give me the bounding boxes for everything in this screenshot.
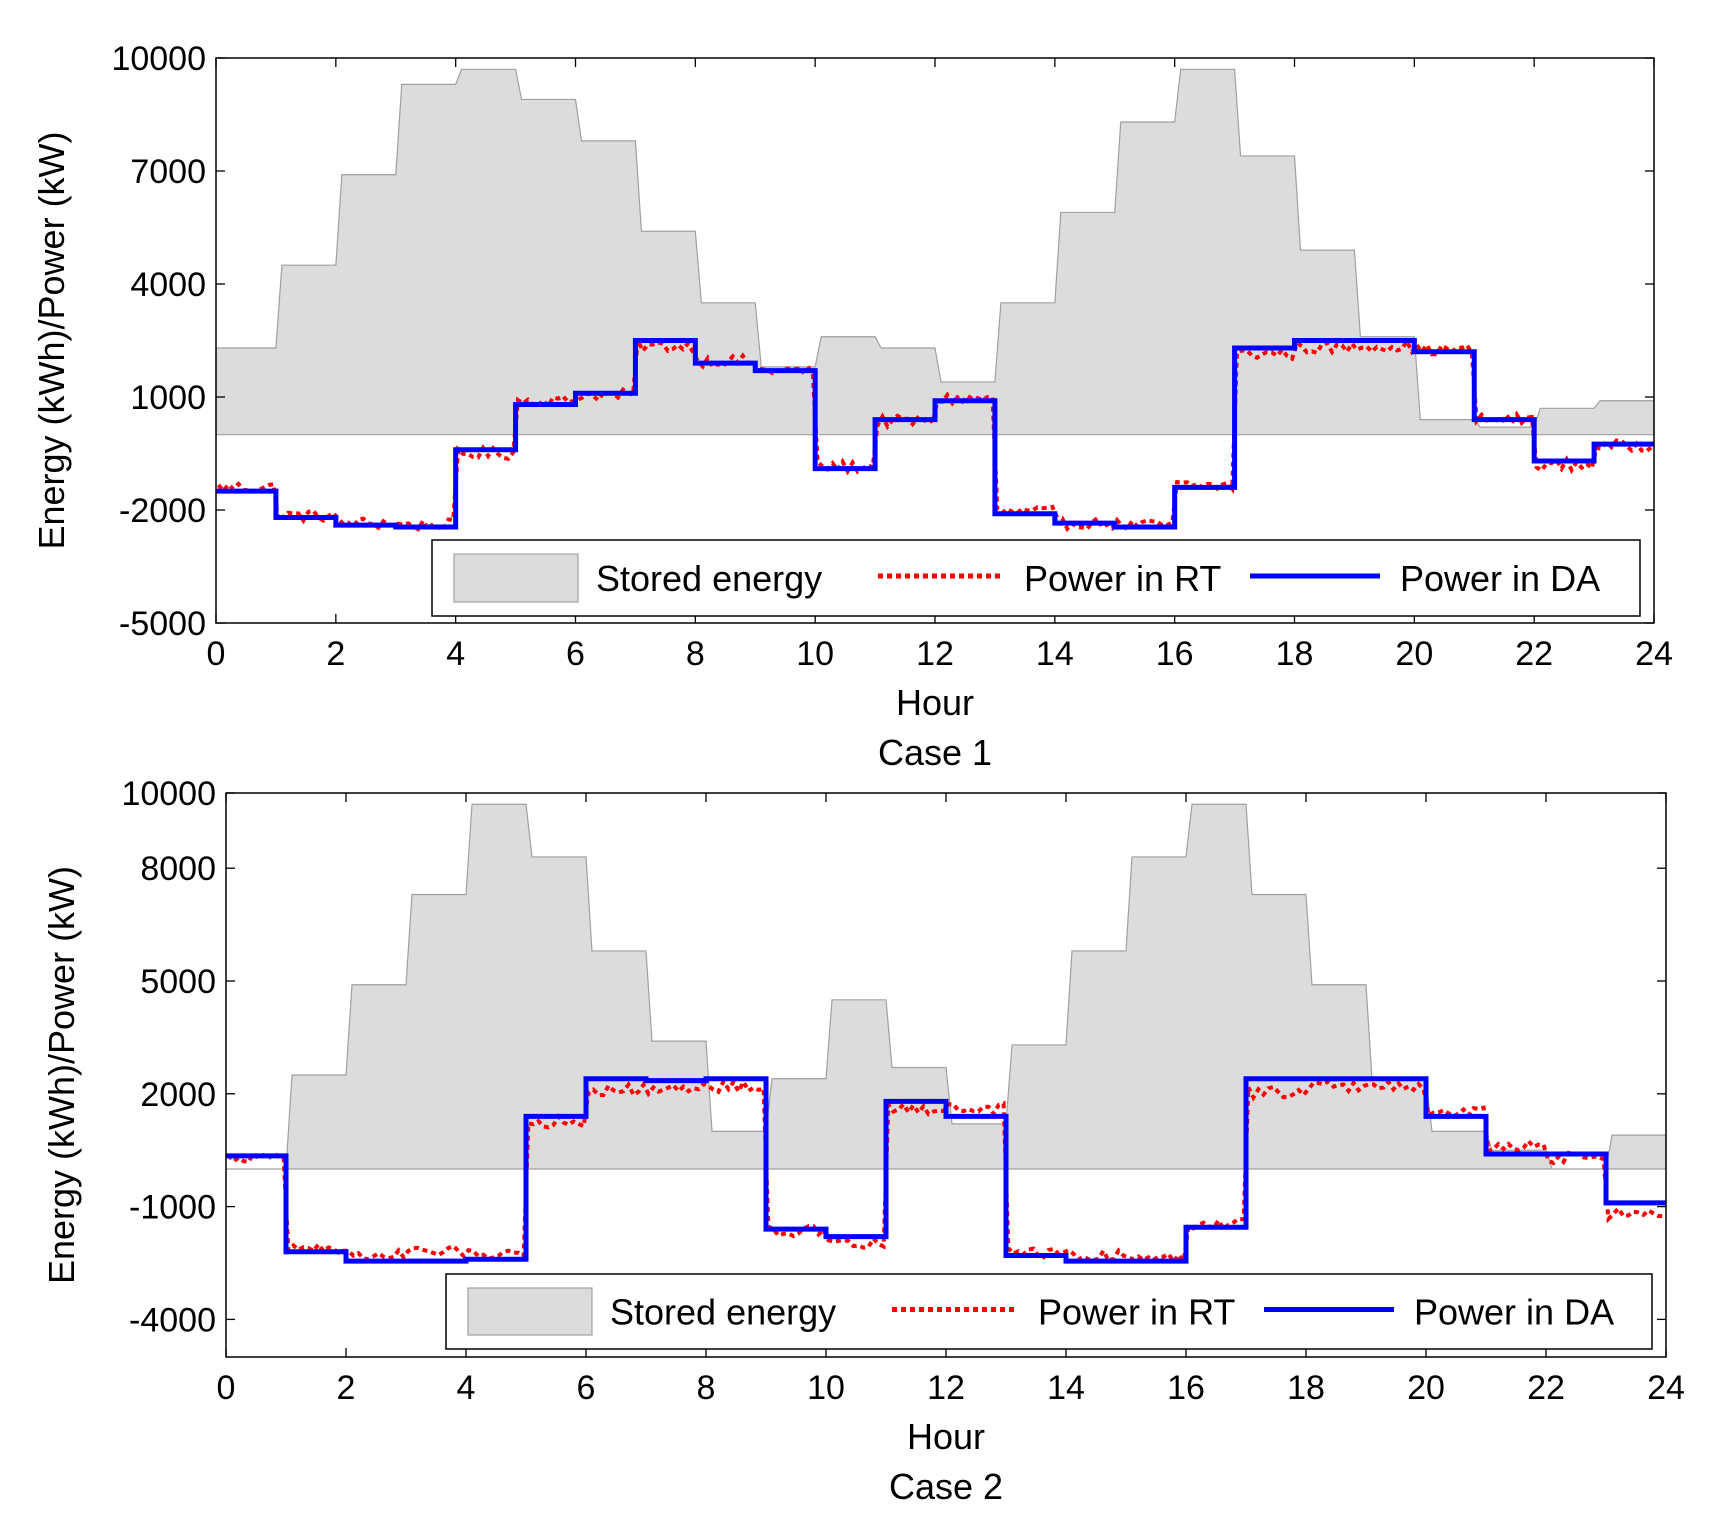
x-tick-label: 24	[1647, 1369, 1685, 1407]
y-tick-label: 5000	[140, 963, 216, 1001]
chart-1-y-axis-label: Energy (kWh)/Power (kW)	[31, 131, 72, 549]
x-tick-label: 0	[207, 635, 226, 673]
x-tick-label: 20	[1407, 1369, 1445, 1407]
y-tick-label: -2000	[119, 492, 206, 530]
x-tick-label: 18	[1287, 1369, 1325, 1407]
x-tick-label: 4	[446, 635, 465, 673]
x-tick-label: 6	[566, 635, 585, 673]
legend-power-rt-label: Power in RT	[1024, 558, 1221, 599]
y-tick-label: 8000	[140, 850, 216, 888]
chart-2-title: Case 2	[889, 1466, 1003, 1507]
chart-2-y-tick-labels: -4000 -1000 2000 5000 8000 10000	[121, 775, 216, 1339]
x-tick-label: 12	[916, 635, 954, 673]
x-tick-label: 14	[1047, 1369, 1085, 1407]
y-tick-label: 10000	[111, 40, 206, 78]
x-tick-label: 14	[1036, 635, 1074, 673]
x-tick-label: 22	[1515, 635, 1553, 673]
y-tick-label: 4000	[130, 266, 206, 304]
x-tick-label: 20	[1395, 635, 1433, 673]
chart-2-x-axis-label: Hour	[907, 1416, 985, 1457]
x-tick-label: 8	[686, 635, 705, 673]
legend-power-da-label: Power in DA	[1400, 558, 1600, 599]
legend-stored-energy-swatch	[453, 553, 579, 603]
legend-stored-energy-label: Stored energy	[596, 558, 822, 599]
y-tick-label: 10000	[121, 775, 216, 813]
chart-1-y-tick-labels: -5000 -2000 1000 4000 7000 10000	[111, 40, 206, 643]
y-tick-label: 2000	[140, 1076, 216, 1114]
legend-box	[445, 1273, 1653, 1350]
x-tick-label: 16	[1167, 1369, 1205, 1407]
chart-1-title: Case 1	[878, 732, 992, 773]
x-tick-label: 10	[807, 1369, 845, 1407]
chart-1-x-tick-labels: 0 2 4 6 8 10 12 14 16 18 20 22 24	[207, 635, 1673, 673]
y-tick-label: -1000	[129, 1189, 216, 1227]
chart-case-1: 0 2 4 6 8 10 12 14 16 18 20 22 24 -5000 …	[31, 40, 1673, 773]
chart-1-plot-area	[215, 58, 1655, 623]
x-tick-label: 24	[1635, 635, 1673, 673]
legend-power-rt-label: Power in RT	[1038, 1292, 1235, 1333]
chart-2-ticks	[225, 792, 1667, 1357]
chart-1-ticks	[215, 57, 1655, 624]
x-tick-label: 18	[1276, 635, 1314, 673]
legend-box	[431, 539, 1641, 617]
chart-2-plot-area	[226, 793, 1667, 1357]
x-tick-label: 6	[577, 1369, 596, 1407]
y-tick-label: -4000	[129, 1301, 216, 1339]
x-tick-label: 2	[337, 1369, 356, 1407]
power-da-line	[216, 338, 1654, 530]
x-tick-label: 16	[1156, 635, 1194, 673]
chart-case-2: 0 2 4 6 8 10 12 14 16 18 20 22 24 -4000 …	[41, 775, 1685, 1507]
chart-1-legend: Stored energy Power in RT Power in DA	[431, 539, 1641, 617]
chart-2-y-axis-label: Energy (kWh)/Power (kW)	[41, 866, 82, 1284]
legend-stored-energy-label: Stored energy	[610, 1292, 836, 1333]
chart-1-x-axis-label: Hour	[896, 682, 974, 723]
y-tick-label: 7000	[130, 153, 206, 191]
power-da-line	[226, 1076, 1666, 1264]
legend-power-da-label: Power in DA	[1414, 1292, 1614, 1333]
x-tick-label: 10	[796, 635, 834, 673]
x-tick-label: 12	[927, 1369, 965, 1407]
x-tick-label: 8	[697, 1369, 716, 1407]
y-tick-label: 1000	[130, 379, 206, 417]
x-tick-label: 4	[457, 1369, 476, 1407]
x-tick-label: 2	[326, 635, 345, 673]
chart-2-legend: Stored energy Power in RT Power in DA	[445, 1273, 1653, 1350]
y-tick-label: -5000	[119, 605, 206, 643]
chart-2-x-tick-labels: 0 2 4 6 8 10 12 14 16 18 20 22 24	[217, 1369, 1685, 1407]
x-tick-label: 22	[1527, 1369, 1565, 1407]
legend-stored-energy-swatch	[467, 1287, 593, 1336]
x-tick-label: 0	[217, 1369, 236, 1407]
